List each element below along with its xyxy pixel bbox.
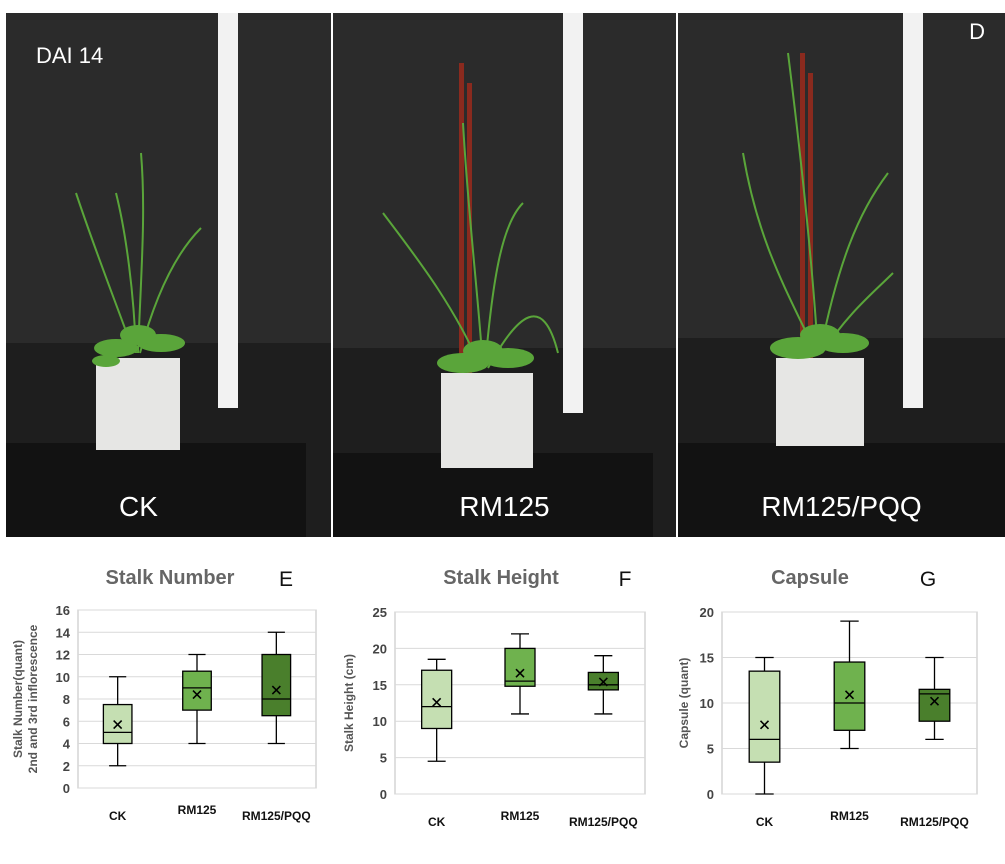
- plant: [742, 52, 894, 359]
- y-tick-label: 0: [707, 787, 714, 802]
- plant: [75, 152, 202, 367]
- mean-marker: [759, 720, 770, 730]
- box-0: [102, 676, 133, 767]
- mean-marker: [271, 685, 281, 695]
- category-label: RM125: [178, 803, 217, 817]
- y-tick-label: 16: [56, 603, 70, 618]
- pot: [96, 358, 180, 450]
- box-iqr: [833, 661, 866, 731]
- y-tick-label: 15: [700, 651, 714, 666]
- box-1: [504, 633, 536, 715]
- y-tick-label: 20: [373, 641, 387, 656]
- treatment-label-rm125-pqq: RM125/PQQ: [761, 491, 922, 522]
- chart-capsule-svg: Capsule G 0 5 10 15 20 Capsule (quant) CK RM125 RM…: [677, 567, 978, 829]
- y-tick-label: 4: [63, 737, 71, 752]
- category-label: RM125/PQQ: [900, 815, 969, 829]
- y-tick-label: 12: [56, 648, 70, 663]
- ruler: [218, 13, 238, 408]
- mean-marker: [844, 690, 855, 700]
- photo-rm125-scene: [333, 13, 676, 537]
- y-axis-label: Stalk Height (cm): [342, 654, 356, 752]
- treatment-label-rm125: RM125: [459, 491, 550, 522]
- treatment-label-ck: CK: [119, 491, 158, 522]
- stake: [800, 53, 805, 358]
- chart-title: Capsule: [771, 567, 849, 589]
- panel-letter: E: [279, 568, 293, 591]
- panel-letter: G: [920, 568, 936, 591]
- y-tick-label: 10: [373, 714, 387, 729]
- chart-title: Stalk Number: [106, 567, 235, 589]
- y-tick-label: 5: [707, 742, 714, 757]
- category-label: RM125: [501, 809, 540, 823]
- y-tick-label: 10: [700, 696, 714, 711]
- y-tick-label: 14: [56, 625, 71, 640]
- chart-stalk-number: Stalk Number E 0 2 4 6 8 10 12 14 16 Stalk Number(q…: [0, 560, 335, 850]
- y-axis-label: Stalk Number(quant): [11, 640, 25, 758]
- y-tick-label: 5: [380, 751, 387, 766]
- y-tick-label: 20: [700, 605, 714, 620]
- mean-marker: [432, 697, 442, 707]
- box-0: [421, 658, 453, 762]
- photo-ck: DAI 14 CK: [6, 13, 331, 537]
- y-tick-label: 10: [56, 670, 70, 685]
- stake: [459, 63, 464, 373]
- ruler: [563, 13, 583, 413]
- box-2: [261, 631, 292, 745]
- mean-marker: [598, 677, 608, 687]
- day-label: DAI 14: [36, 43, 104, 68]
- pot: [441, 373, 533, 468]
- photo-rm125: RM125: [333, 13, 676, 537]
- box-2: [918, 656, 951, 741]
- box-0: [748, 656, 781, 795]
- category-label: RM125: [830, 809, 869, 823]
- panel-letter-d: D: [969, 19, 985, 44]
- box-iqr: [918, 688, 951, 722]
- chart-capsule: Capsule G 0 5 10 15 20 Capsule (quant) CK RM125 RM…: [670, 560, 1005, 850]
- photo-rm125-pqq: D RM125/PQQ: [678, 13, 1005, 537]
- y-tick-label: 2: [63, 759, 70, 774]
- ruler: [903, 13, 923, 408]
- panel-letter: F: [619, 568, 632, 591]
- category-label: RM125/PQQ: [569, 815, 638, 829]
- mean-marker: [515, 668, 525, 678]
- chart-stalk-height: Stalk Height F 0 5 10 15 20 25 Stalk Height (cm)…: [335, 560, 670, 850]
- photo-strip: DAI 14 CK RM125: [6, 13, 1005, 537]
- tray-front: [6, 443, 306, 537]
- y-tick-label: 15: [373, 678, 387, 693]
- y-tick-label: 25: [373, 605, 387, 620]
- box-iqr: [504, 647, 536, 687]
- box-iqr: [261, 653, 292, 717]
- y-axis-label: Capsule (quant): [677, 658, 691, 749]
- y-tick-label: 8: [63, 692, 70, 707]
- mean-marker: [192, 689, 202, 700]
- mean-marker: [113, 720, 123, 730]
- box-iqr: [421, 669, 453, 730]
- y-axis-label-secondary: 2nd and 3rd inflorescence: [26, 624, 40, 773]
- y-tick-label: 6: [63, 714, 70, 729]
- photo-ck-scene: [6, 13, 331, 537]
- category-label: RM125/PQQ: [242, 809, 311, 823]
- box-iqr: [748, 670, 781, 763]
- stake: [808, 73, 813, 358]
- chart-stalk-height-svg: Stalk Height F 0 5 10 15 20 25 Stalk Height (cm)…: [342, 567, 646, 829]
- plant: [382, 122, 559, 373]
- pot: [776, 358, 864, 446]
- box-iqr: [182, 670, 212, 711]
- chart-stalk-number-svg: Stalk Number E 0 2 4 6 8 10 12 14 16 Stalk Number(q…: [11, 567, 317, 823]
- y-tick-label: 0: [380, 787, 387, 802]
- category-label: CK: [428, 815, 446, 829]
- box-1: [182, 653, 212, 745]
- box-2: [587, 655, 619, 715]
- box-1: [833, 620, 866, 750]
- stake: [467, 83, 472, 373]
- photo-rm125-pqq-scene: [678, 13, 1005, 537]
- category-label: CK: [109, 809, 127, 823]
- mean-marker: [929, 696, 940, 706]
- tray-front: [678, 443, 1005, 537]
- category-label: CK: [756, 815, 774, 829]
- y-tick-label: 0: [63, 781, 70, 796]
- chart-title: Stalk Height: [443, 567, 559, 589]
